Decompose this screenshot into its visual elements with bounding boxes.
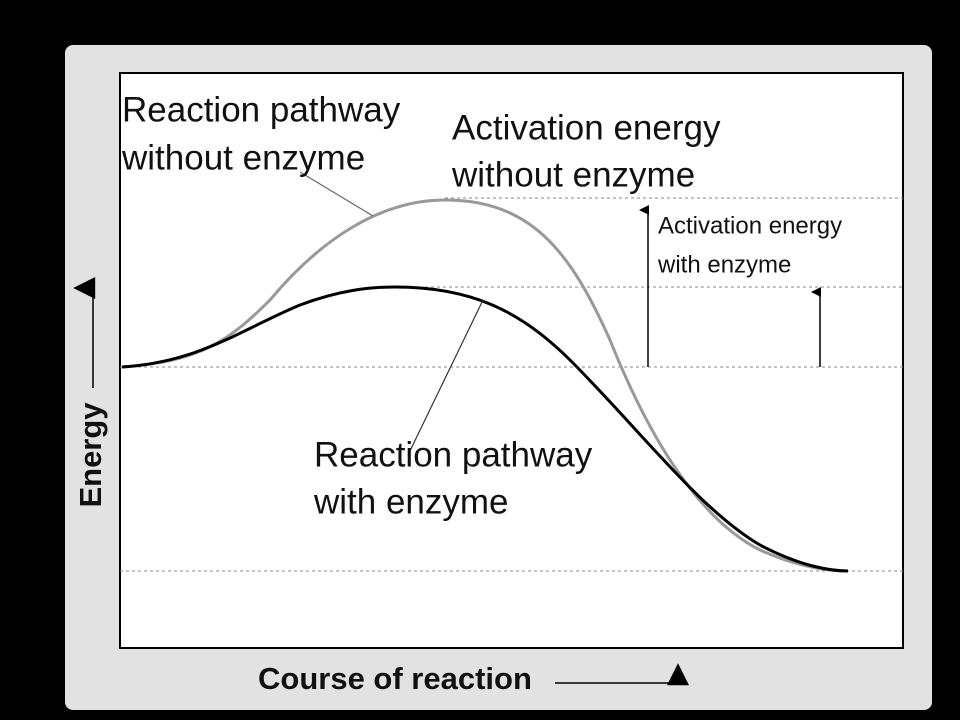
label: Reaction pathway — [314, 435, 593, 474]
label: without enzyme — [451, 155, 695, 194]
label: Activation energy — [452, 108, 721, 147]
label: Activation energy — [658, 212, 842, 239]
label: with enzyme — [657, 251, 791, 278]
label: Reaction pathway — [122, 90, 401, 129]
label: with enzyme — [313, 482, 509, 521]
label: without enzyme — [121, 138, 365, 177]
curve-without-enzyme — [121, 198, 849, 573]
x-axis-label: Course of reaction — [258, 661, 532, 696]
leader-line — [299, 171, 374, 217]
y-axis-label: Energy — [73, 402, 108, 508]
reference-lines — [120, 197, 903, 572]
leader-line — [407, 299, 484, 456]
curve-with-enzyme — [121, 285, 849, 573]
